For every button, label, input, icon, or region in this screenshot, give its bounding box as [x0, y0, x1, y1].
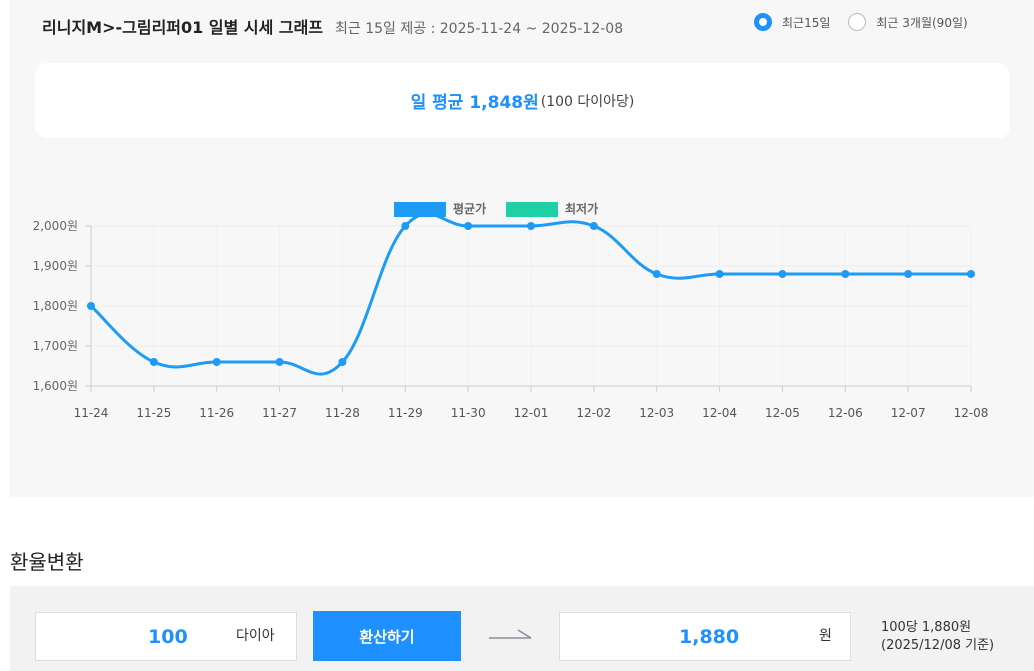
x-tick-label: 12-03 [639, 406, 674, 420]
diamond-input-value: 100 [148, 626, 188, 648]
y-tick-label: 1,700원 [33, 339, 78, 353]
won-result-value: 1,880 [679, 626, 740, 648]
data-point [338, 358, 347, 366]
data-point [275, 358, 284, 366]
won-unit: 원 [819, 628, 832, 644]
y-tick-label: 1,900원 [33, 259, 78, 273]
x-tick-label: 11-30 [451, 406, 486, 420]
radio-recent-90-days[interactable]: 최근 3개월(90일) [848, 13, 968, 31]
radio-recent-15-days[interactable]: 최근15일 [754, 13, 830, 31]
y-tick-label: 1,800원 [33, 299, 78, 313]
x-tick-label: 12-05 [765, 406, 800, 420]
x-tick-label: 12-02 [576, 406, 611, 420]
diamond-input[interactable]: 100 다이아 [35, 612, 297, 661]
data-point [464, 222, 473, 230]
x-tick-label: 11-24 [74, 406, 109, 420]
chart-subtitle: 최근 15일 제공 : 2025-11-24 ~ 2025-12-08 [335, 21, 624, 37]
x-tick-label: 12-07 [891, 406, 926, 420]
data-point [149, 358, 158, 366]
x-tick-label: 11-27 [262, 406, 297, 420]
x-tick-label: 12-04 [702, 406, 737, 420]
data-point [87, 302, 95, 310]
average-unit: (100 다이아당) [540, 93, 635, 110]
radio-unchecked-icon [848, 13, 867, 31]
data-point [715, 270, 724, 278]
chart-header: 리니지M>-그림리퍼01 일별 시세 그래프 최근 15일 제공 : 2025-… [42, 14, 623, 38]
arrow-right-icon [489, 629, 532, 639]
data-point [589, 222, 598, 230]
x-tick-label: 11-25 [136, 406, 171, 420]
x-tick-label: 11-26 [199, 406, 234, 420]
diamond-unit: 다이아 [236, 628, 275, 644]
won-result-field[interactable]: 1,880 원 [559, 612, 851, 661]
data-point [212, 358, 221, 366]
average-price-box: 일 평균 1,848원 (100 다이아당) [35, 63, 1010, 138]
legend-swatch [394, 202, 446, 217]
period-radio-group: 최근15일 최근 3개월(90일) [754, 13, 986, 31]
rate-note-line2: (2025/12/08 기준) [881, 638, 995, 653]
rate-note: 100당 1,880원 (2025/12/08 기준) [881, 619, 994, 655]
data-point [904, 270, 913, 278]
data-point [778, 270, 787, 278]
x-tick-label: 12-06 [828, 406, 863, 420]
rate-note-line1: 100당 1,880원 [881, 620, 972, 635]
x-tick-label: 11-29 [388, 406, 423, 420]
radio-checked-icon [754, 13, 772, 31]
y-tick-label: 1,600원 [33, 379, 78, 393]
chart-title: 리니지M>-그림리퍼01 일별 시세 그래프 [42, 18, 324, 37]
series-line [89, 212, 971, 376]
data-point [652, 270, 661, 278]
legend-swatch [506, 202, 558, 217]
legend-label: 최저가 [565, 201, 598, 216]
average-price: 일 평균 1,848원 [410, 93, 539, 113]
radio-label: 최근15일 [782, 15, 831, 30]
x-tick-label: 12-01 [514, 406, 549, 420]
legend-label: 평균가 [453, 201, 486, 216]
x-tick-label: 11-28 [325, 406, 360, 420]
convert-button[interactable]: 환산하기 [313, 611, 461, 661]
data-point [967, 270, 975, 278]
y-tick-label: 2,000원 [33, 219, 78, 233]
x-tick-label: 12-08 [954, 406, 989, 420]
data-point [841, 270, 850, 278]
price-line-chart: 1,600원 1,700원 1,800원 1,900원 2,000원 11-24 11-25… [33, 201, 989, 420]
section-title: 환율변환 [10, 550, 84, 574]
data-point [527, 222, 535, 230]
data-point [401, 222, 410, 230]
radio-label: 최근 3개월(90일) [876, 15, 968, 30]
